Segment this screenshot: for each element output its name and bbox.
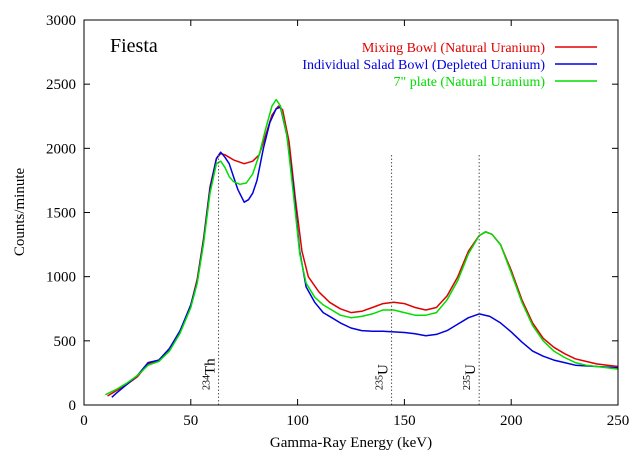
y-tick-label: 1000 — [46, 270, 76, 286]
x-tick-label: 150 — [393, 413, 416, 429]
y-tick-label: 2500 — [46, 77, 76, 93]
y-tick-label: 1500 — [46, 206, 76, 222]
peak-label: 235U — [375, 364, 392, 390]
y-tick-label: 3000 — [46, 13, 76, 29]
y-tick-label: 2000 — [46, 141, 76, 157]
series-line — [107, 105, 619, 397]
peak-label-element: Th — [203, 358, 219, 375]
y-axis-label: Counts/minute — [12, 167, 28, 256]
legend-label: 7" plate (Natural Uranium) — [394, 75, 546, 90]
series-line — [111, 106, 619, 398]
x-tick-label: 100 — [286, 413, 309, 429]
y-tick-label: 500 — [54, 334, 77, 350]
legend-label: Individual Salad Bowl (Depleted Uranium) — [302, 58, 545, 73]
x-axis-label: Gamma-Ray Energy (keV) — [270, 435, 432, 451]
peak-label-mass: 235 — [375, 375, 386, 390]
peak-label: 234Th — [202, 358, 219, 390]
x-tick-label: 50 — [183, 413, 198, 429]
series-line — [105, 98, 619, 396]
legend: Mixing Bowl (Natural Uranium) Individual … — [302, 41, 597, 90]
peak-label-element: U — [376, 364, 392, 375]
x-tick-label: 0 — [80, 413, 88, 429]
y-tick-label: 0 — [69, 398, 77, 414]
plot-lines — [105, 98, 619, 398]
chart-title: Fiesta — [110, 35, 158, 57]
legend-label: Mixing Bowl (Natural Uranium) — [362, 41, 545, 56]
peak-label: 235U — [462, 364, 479, 390]
x-tick-label: 200 — [500, 413, 523, 429]
peak-label-mass: 234 — [202, 375, 213, 390]
x-tick-label: 250 — [607, 413, 630, 429]
peak-label-mass: 235 — [462, 375, 473, 390]
peak-label-element: U — [463, 364, 479, 375]
